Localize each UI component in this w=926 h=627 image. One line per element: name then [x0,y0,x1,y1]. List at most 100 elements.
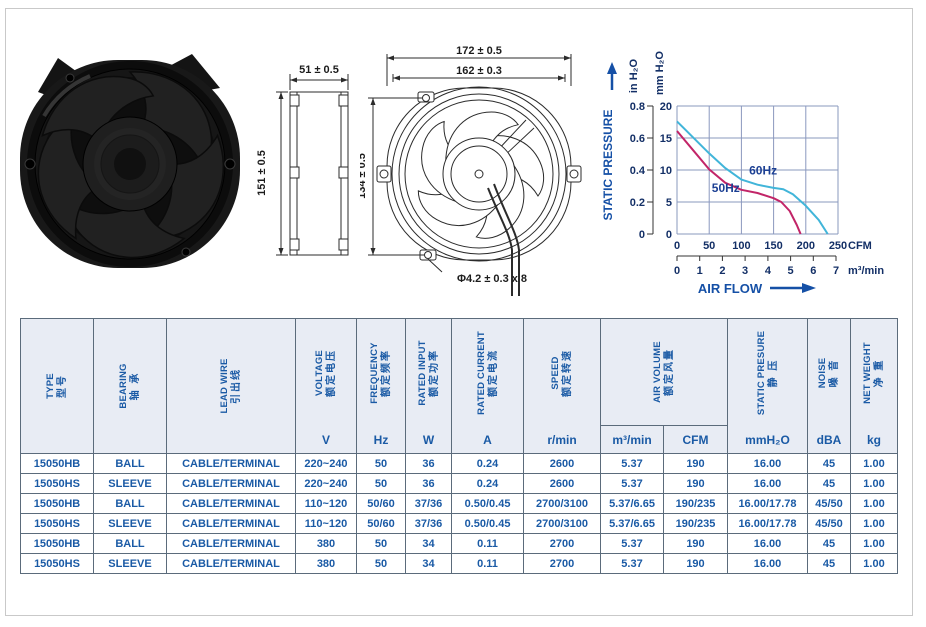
front-outer-dim: 172 ± 0.5 [456,45,502,57]
table-cell: 220~240 [295,473,357,494]
side-view-drawing: 51 ± 0.5 151 ± 0.5 [256,64,349,256]
table-cell: CABLE/TERMINAL [166,493,296,514]
x-tick: 100 [732,240,750,252]
table-cell: 37/36 [405,513,452,534]
table-cell: 5.37 [600,553,664,574]
table-cell: 0.50/0.45 [451,513,524,534]
x-tick-m3: 1 [697,265,703,277]
table-cell: 15050HS [20,513,94,534]
m3min-unit-label: m³/min [848,265,884,277]
table-cell: 1.00 [850,553,898,574]
header-net-weight: NET WEIGHT 净 重 kg [850,318,898,454]
table-cell: 5.37 [600,533,664,554]
table-cell: BALL [93,533,167,554]
page-border [5,8,913,616]
header-static-pressure: STATIC PRESURE 静 压 mmH₂O [727,318,808,454]
performance-chart: 20 15 10 5 0 0.8 0.6 0.4 0.2 0 0 50 100 … [601,51,884,296]
y-tick-in: 0.8 [630,101,645,113]
table-cell: CABLE/TERMINAL [166,513,296,534]
table-cell: 16.00 [727,473,808,494]
table-cell: 190/235 [663,513,728,534]
y-tick-in: 0.4 [630,165,646,177]
table-cell: 15050HB [20,533,94,554]
x-tick-m3: 7 [833,265,839,277]
table-cell: 50 [356,473,406,494]
power-wire [493,183,520,296]
table-cell: 2700 [523,533,601,554]
header-rated-input: RATED INPUT 额定功率 W [405,318,452,454]
side-body [289,91,349,256]
table-cell: 45 [807,453,851,474]
table-cell: 2700/3100 [523,513,601,534]
table-row: 15050HS SLEEVE CABLE/TERMINAL 380 50 34 0.11 27… [20,553,898,574]
table-cell: 190 [663,453,728,474]
side-width-dim: 51 ± 0.5 [299,64,339,76]
y-axis-title: STATIC PRESSURE [601,110,615,221]
table-cell: 190 [663,553,728,574]
table-row: 15050HS SLEEVE CABLE/TERMINAL 220~240 50 36 0.… [20,473,898,494]
table-cell: 2700/3100 [523,493,601,514]
table-cell: 50/60 [356,493,406,514]
header-cfm: CFM [663,425,728,454]
table-cell: 2600 [523,453,601,474]
side-height-dim: 151 ± 0.5 [256,150,268,196]
m3min-axis [676,255,837,261]
table-cell: 45 [807,473,851,494]
hole-spec-label: Φ4.2 ± 0.3 x 8 [457,273,527,285]
table-cell: 380 [295,533,357,554]
x-tick-m3: 5 [788,265,794,277]
series-label: 50Hz [712,181,740,195]
x-tick-m3: 2 [719,265,725,277]
series-label: 60Hz [749,163,777,177]
x-tick: 200 [797,240,815,252]
header-frequency: FREQUENCY 额定频率 Hz [356,318,406,454]
table-cell: 1.00 [850,473,898,494]
cfm-unit-label: CFM [848,240,872,252]
table-cell: 1.00 [850,533,898,554]
x-tick-m3: 4 [765,265,772,277]
table-cell: 0.11 [451,553,524,574]
table-cell: 5.37 [600,453,664,474]
screw-hole [24,158,36,170]
screw-hole [65,73,75,83]
table-cell: 16.00/17.78 [727,493,808,514]
table-cell: 110~120 [295,493,357,514]
table-cell: 380 [295,553,357,574]
in-h2o-axis [647,105,654,235]
spec-table: TYPE 型号 BEARING 轴 承 LEAD WIRE 引出线 VOLTAGE 额定… [20,318,898,574]
table-cell: 16.00/17.78 [727,513,808,534]
table-cell: 15050HB [20,493,94,514]
table-cell: 1.00 [850,453,898,474]
table-cell: 15050HS [20,553,94,574]
table-cell: 16.00 [727,553,808,574]
table-cell: CABLE/TERMINAL [166,533,296,554]
table-cell: 36 [405,453,452,474]
header-voltage: VOLTAGE 额定电压 V [295,318,357,454]
table-cell: 5.37/6.65 [600,493,664,514]
fan-photo [20,54,240,268]
header-rated-current: RATED CURRENT 额定电流 A [451,318,524,454]
table-cell: 50 [356,533,406,554]
table-cell: CABLE/TERMINAL [166,473,296,494]
header-air-volume: AIR VOLUME 额定风量 [600,318,728,426]
table-cell: 16.00 [727,533,808,554]
x-tick: 50 [703,240,715,252]
header-noise: NOISE 噪 音 dBA [807,318,851,454]
table-cell: 45 [807,533,851,554]
table-row: 15050HS SLEEVE CABLE/TERMINAL 110~120 50/60 3… [20,513,898,534]
table-cell: 34 [405,553,452,574]
y-tick: 0 [666,229,672,241]
table-cell: 5.37 [600,473,664,494]
table-cell: 0.24 [451,453,524,474]
table-cell: 45/50 [807,513,851,534]
x-tick: 250 [829,240,847,252]
table-cell: 45/50 [807,493,851,514]
spec-table-grid: TYPE 型号 BEARING 轴 承 LEAD WIRE 引出线 VOLTAGE 额定… [20,318,898,574]
table-row: 15050HB BALL CABLE/TERMINAL 110~120 50/60 37/… [20,493,898,514]
screw-hole [224,158,236,170]
x-axis-title: AIR FLOW [698,281,763,296]
table-cell: 0.24 [451,473,524,494]
x-tick-m3: 0 [674,265,680,277]
chart-curves: 60Hz 50Hz [676,120,829,235]
fan-hub-center [114,148,146,180]
